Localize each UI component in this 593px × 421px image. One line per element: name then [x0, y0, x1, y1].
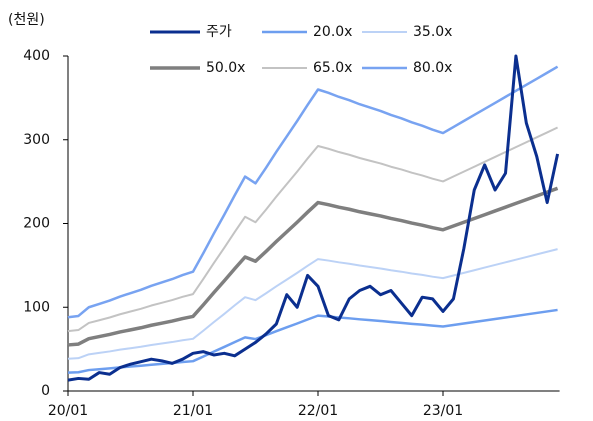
- y-axis-label: (천원): [8, 12, 45, 28]
- y-tick-label: 100: [23, 299, 50, 315]
- legend-label: 35.0x: [413, 24, 452, 40]
- x-tick-label: 22/01: [298, 403, 338, 419]
- legend-label: 65.0x: [313, 60, 352, 76]
- series-line: [67, 248, 558, 360]
- series-line: [67, 54, 560, 382]
- y-tick-label: 300: [23, 132, 50, 148]
- y-tick-label: 0: [41, 383, 50, 399]
- series-line: [67, 186, 559, 347]
- x-tick-label: 20/01: [48, 403, 88, 419]
- x-tick-label: 21/01: [173, 403, 213, 419]
- y-tick-label: 200: [23, 216, 50, 232]
- legend-label: 80.0x: [413, 60, 452, 76]
- series-line: [67, 126, 559, 333]
- x-tick-label: 23/01: [423, 403, 463, 419]
- legend-label: 20.0x: [313, 24, 352, 40]
- series-line: [67, 308, 558, 374]
- series-line: [67, 65, 559, 319]
- legend-label: 주가: [206, 24, 232, 40]
- y-tick-label: 400: [23, 48, 50, 64]
- legend-label: 50.0x: [206, 60, 245, 76]
